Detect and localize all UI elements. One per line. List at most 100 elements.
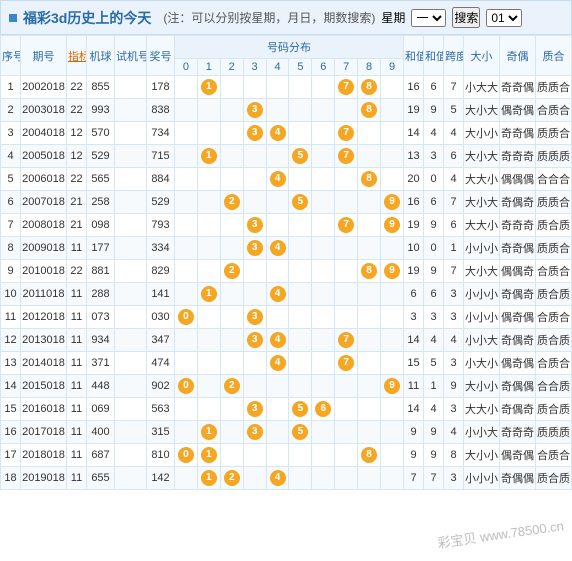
cell-dist-empty <box>266 306 289 329</box>
cell-dist-empty <box>335 421 358 444</box>
cell-dist: 1 <box>197 467 220 490</box>
ball-icon: 3 <box>247 424 263 440</box>
cell-dx: 大小小 <box>464 444 500 467</box>
cell-dist-empty <box>312 352 335 375</box>
cell-dist-empty <box>243 467 266 490</box>
cell-sj <box>115 398 147 421</box>
cell-dist: 3 <box>243 421 266 444</box>
cell-dist-empty <box>335 375 358 398</box>
cell-dist: 2 <box>220 467 243 490</box>
ball-icon: 9 <box>384 217 400 233</box>
ball-icon: 0 <box>178 378 194 394</box>
cell-jq: 400 <box>87 421 115 444</box>
cell-dist-empty <box>243 283 266 306</box>
cell-dist: 4 <box>266 352 289 375</box>
cell-qh: 2012018 <box>21 306 67 329</box>
cell-jh: 030 <box>147 306 175 329</box>
cell-zb: 11 <box>67 283 87 306</box>
cell-dist-empty <box>312 168 335 191</box>
cell-zh: 合质合 <box>536 260 572 283</box>
cell-dist-empty <box>197 168 220 191</box>
cell-dist: 8 <box>358 168 381 191</box>
ball-icon: 3 <box>247 401 263 417</box>
cell-dist-empty <box>175 191 198 214</box>
cell-dist-empty <box>312 444 335 467</box>
cell-xh: 13 <box>1 352 21 375</box>
page-title: 福彩3d历史上的今天 <box>23 8 151 28</box>
cell-dist-empty <box>381 76 404 99</box>
cell-jo: 偶偶偶 <box>500 168 536 191</box>
cell-jq: 529 <box>87 145 115 168</box>
cell-sj <box>115 76 147 99</box>
cell-dist-empty <box>289 76 312 99</box>
cell-dist-empty <box>197 352 220 375</box>
cell-jh: 347 <box>147 329 175 352</box>
cell-zh: 质质合 <box>536 191 572 214</box>
cell-dist-empty <box>243 145 266 168</box>
cell-dist-empty <box>381 122 404 145</box>
cell-dist: 7 <box>335 329 358 352</box>
cell-dist-empty <box>312 375 335 398</box>
cell-jh: 715 <box>147 145 175 168</box>
cell-dist-empty <box>289 99 312 122</box>
cell-dist-empty <box>175 352 198 375</box>
header-bullet-icon <box>9 14 17 22</box>
cell-dist-empty <box>266 99 289 122</box>
cell-dist-empty <box>266 145 289 168</box>
cell-xh: 1 <box>1 76 21 99</box>
search-button[interactable]: 搜索 <box>452 7 480 28</box>
cell-dist-empty <box>312 214 335 237</box>
cell-dist-empty <box>358 283 381 306</box>
cell-xh: 7 <box>1 214 21 237</box>
col-zb[interactable]: 指标 <box>67 36 87 76</box>
cell-jq: 177 <box>87 237 115 260</box>
ball-icon: 2 <box>224 470 240 486</box>
ball-icon: 4 <box>270 171 286 187</box>
cell-dist-empty <box>358 375 381 398</box>
cell-dist: 2 <box>220 191 243 214</box>
table-row: 13201401811371474471553小大小偶奇偶合质合 <box>1 352 572 375</box>
cell-jh: 734 <box>147 122 175 145</box>
cell-zh: 质质质 <box>536 145 572 168</box>
cell-hzw: 9 <box>424 99 444 122</box>
day-select[interactable]: 01 <box>486 9 522 27</box>
cell-qh: 2010018 <box>21 260 67 283</box>
cell-jq: 934 <box>87 329 115 352</box>
cell-jh: 902 <box>147 375 175 398</box>
cell-sj <box>115 214 147 237</box>
cell-dx: 大小小 <box>464 375 500 398</box>
cell-dist-empty <box>220 444 243 467</box>
cell-dist: 9 <box>381 191 404 214</box>
cell-zb: 11 <box>67 421 87 444</box>
cell-hzw: 5 <box>424 352 444 375</box>
cell-sj <box>115 329 147 352</box>
table-row: 62007018212585292591667大小大奇偶奇质质合 <box>1 191 572 214</box>
cell-kd: 3 <box>444 467 464 490</box>
cell-xh: 9 <box>1 260 21 283</box>
cell-zb: 22 <box>67 168 87 191</box>
ball-icon: 0 <box>178 309 194 325</box>
cell-jh: 315 <box>147 421 175 444</box>
cell-dist: 9 <box>381 214 404 237</box>
cell-zb: 11 <box>67 467 87 490</box>
ball-icon: 9 <box>384 194 400 210</box>
cell-xh: 12 <box>1 329 21 352</box>
cell-dist-empty <box>335 283 358 306</box>
cell-dist-empty <box>243 444 266 467</box>
table-row: 72008018210987933791996大大小奇奇奇质合质 <box>1 214 572 237</box>
cell-dist-empty <box>175 122 198 145</box>
cell-kd: 7 <box>444 260 464 283</box>
cell-dist: 8 <box>358 76 381 99</box>
cell-dist-empty <box>197 99 220 122</box>
cell-xh: 15 <box>1 398 21 421</box>
cell-jh: 810 <box>147 444 175 467</box>
cell-qh: 2002018 <box>21 76 67 99</box>
cell-dist-empty <box>381 467 404 490</box>
cell-dist-empty <box>335 398 358 421</box>
cell-dist-empty <box>220 421 243 444</box>
cell-sj <box>115 444 147 467</box>
cell-dist-empty <box>220 306 243 329</box>
cell-sj <box>115 306 147 329</box>
table-row: 1020110181128814114663小小小奇偶奇质合质 <box>1 283 572 306</box>
week-select[interactable]: 一 <box>411 9 446 27</box>
